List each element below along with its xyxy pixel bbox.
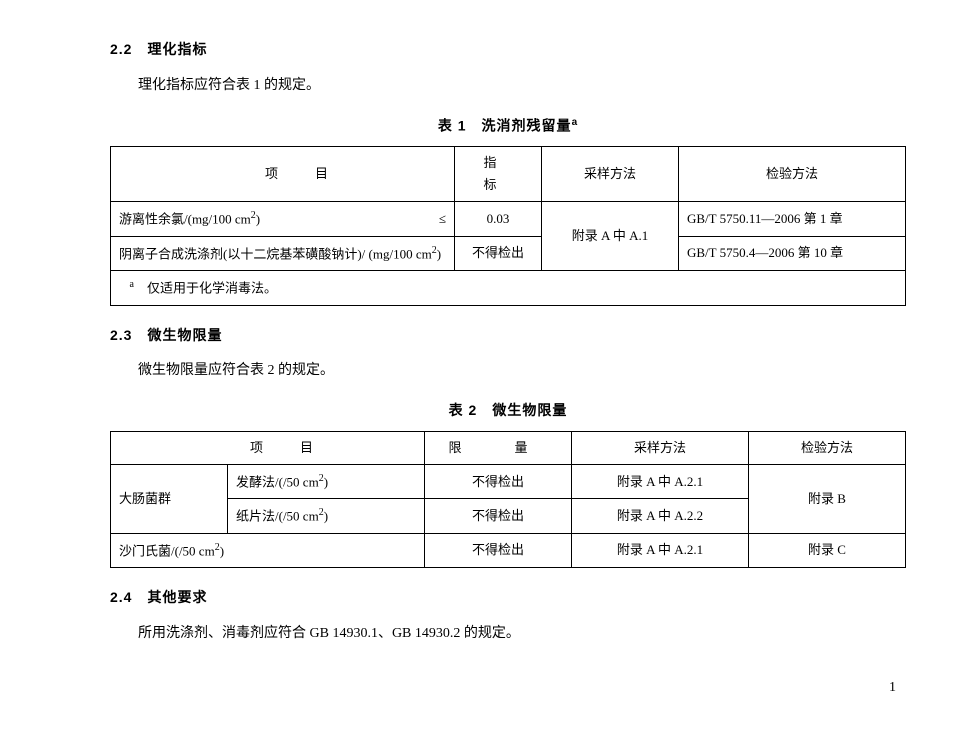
- table-row: 项 目 限 量 采样方法 检验方法: [111, 431, 906, 464]
- t1-r2-item: 阴离子合成洗涤剂(以十二烷基苯磺酸钠计)/ (mg/100 cm: [119, 246, 432, 261]
- t2-r1b-sample: 附录 A 中 A.2.2: [572, 499, 749, 533]
- page-number: 1: [110, 676, 906, 700]
- table-1-caption-sup: a: [572, 117, 579, 128]
- close-paren: ): [437, 246, 441, 261]
- table-row: 游离性余氯/(mg/100 cm2) ≤ 0.03 附录 A 中 A.1 GB/…: [111, 202, 906, 236]
- t2-r1-test: 附录 B: [749, 464, 906, 533]
- t2-h-item: 项 目: [210, 440, 325, 455]
- t2-r1a-limit: 不得检出: [425, 464, 572, 498]
- t1-r1-item: 游离性余氯/(mg/100 cm: [119, 212, 251, 227]
- t1-r2-test: GB/T 5750.4—2006 第 10 章: [679, 236, 906, 270]
- close-paren: ): [324, 474, 328, 489]
- table-row: 项 目 指 标 采样方法 检验方法: [111, 147, 906, 202]
- t2-r2-test: 附录 C: [749, 533, 906, 567]
- section-2-4-text: 所用洗涤剂、消毒剂应符合 GB 14930.1、GB 14930.2 的规定。: [110, 622, 906, 646]
- table-2: 项 目 限 量 采样方法 检验方法 大肠菌群 发酵法/(/50 cm2) 不得检…: [110, 431, 906, 568]
- t1-sample: 附录 A 中 A.1: [542, 202, 679, 271]
- table-1-caption-text: 表 1 洗消剂残留量: [438, 117, 572, 133]
- t2-r2-sample: 附录 A 中 A.2.1: [572, 533, 749, 567]
- table-1-caption: 表 1 洗消剂残留量a: [110, 114, 906, 138]
- t2-r1b-limit: 不得检出: [425, 499, 572, 533]
- t1-r2-index: 不得检出: [455, 236, 542, 270]
- t1-r1-le: ≤: [412, 202, 455, 236]
- section-2-4-heading: 2.4 其他要求: [110, 586, 906, 610]
- t2-r1a-sample: 附录 A 中 A.2.1: [572, 464, 749, 498]
- t1-r1-index: 0.03: [455, 202, 542, 236]
- section-2-3-heading: 2.3 微生物限量: [110, 324, 906, 348]
- t2-r2-item: 沙门氏菌/(/50 cm: [119, 543, 215, 558]
- section-2-2-text: 理化指标应符合表 1 的规定。: [110, 74, 906, 98]
- close-paren: ): [256, 212, 260, 227]
- table-row: 大肠菌群 发酵法/(/50 cm2) 不得检出 附录 A 中 A.2.1 附录 …: [111, 464, 906, 498]
- section-2-2-heading: 2.2 理化指标: [110, 38, 906, 62]
- t1-h-item: 项 目: [225, 166, 340, 181]
- table-row: a 仅适用于化学消毒法。: [111, 271, 906, 305]
- t2-h-sample: 采样方法: [572, 431, 749, 464]
- t2-r1-group: 大肠菌群: [111, 464, 228, 533]
- t1-h-index: 指 标: [483, 155, 541, 192]
- t2-h-test: 检验方法: [749, 431, 906, 464]
- table-2-caption: 表 2 微生物限量: [110, 399, 906, 423]
- section-2-3-text: 微生物限量应符合表 2 的规定。: [110, 359, 906, 383]
- table-row: 沙门氏菌/(/50 cm2) 不得检出 附录 A 中 A.2.1 附录 C: [111, 533, 906, 567]
- table-row: 阴离子合成洗涤剂(以十二烷基苯磺酸钠计)/ (mg/100 cm2) 不得检出 …: [111, 236, 906, 270]
- t2-r1a-method: 发酵法/(/50 cm: [236, 474, 319, 489]
- footnote-text: 仅适用于化学消毒法。: [134, 280, 277, 295]
- t1-h-sample: 采样方法: [542, 147, 679, 202]
- close-paren: ): [220, 543, 224, 558]
- t2-h-limit: 限 量: [448, 440, 547, 455]
- t2-r1b-method: 纸片法/(/50 cm: [236, 509, 319, 524]
- close-paren: ): [324, 509, 328, 524]
- table-1: 项 目 指 标 采样方法 检验方法 游离性余氯/(mg/100 cm2) ≤ 0…: [110, 146, 906, 305]
- t1-h-test: 检验方法: [679, 147, 906, 202]
- t2-r2-limit: 不得检出: [425, 533, 572, 567]
- t1-r1-test: GB/T 5750.11—2006 第 1 章: [679, 202, 906, 236]
